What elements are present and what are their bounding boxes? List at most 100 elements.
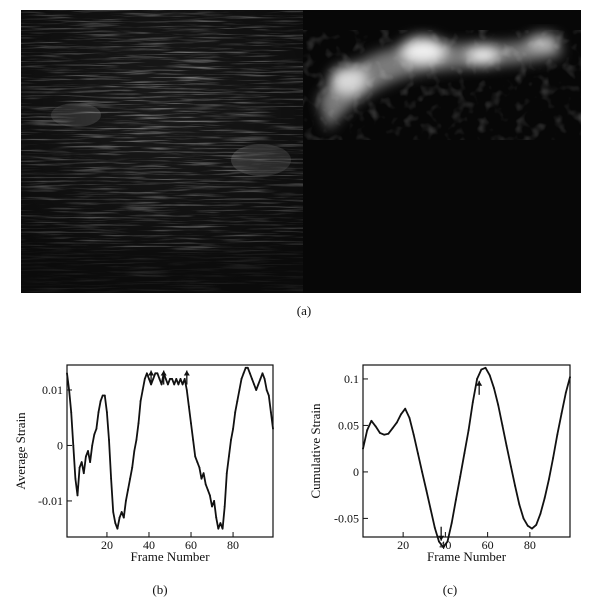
data-point [225,472,228,475]
annotation-arrowhead [183,370,190,376]
data-point [179,377,182,380]
data-point [522,517,525,520]
data-point [114,522,117,525]
y-tick-label: 0 [57,438,63,452]
data-point [204,483,207,486]
data-point [227,455,230,458]
data-point [131,466,134,469]
plot-frame [362,364,571,538]
annotation-arrowhead [476,380,483,386]
data-point [560,412,563,415]
data-point [488,374,491,377]
x-axis-label: Frame Number [130,549,210,564]
data-point [129,477,131,480]
data-point [106,411,108,414]
y-tick-label: -0.05 [334,511,359,525]
y-axis-label: Cumulative Strain [308,403,323,498]
data-point [76,494,79,497]
data-point [127,488,129,491]
data-point [370,419,373,422]
data-point [238,389,241,391]
data-point [267,394,270,397]
data-point [255,389,258,391]
data-point [202,472,205,475]
data-point [188,405,190,408]
data-point [103,394,106,397]
data-point [251,377,253,380]
caption-b: (b) [152,582,168,597]
y-tick-label: 0 [353,465,359,479]
data-point [366,429,369,431]
data-point [120,511,123,513]
data-point [164,377,167,380]
data-point [139,400,142,402]
data-point [85,455,87,458]
data-point [93,433,96,436]
data-point [552,457,555,459]
data-point [240,377,243,380]
data-point [564,391,567,394]
data-point [190,422,192,425]
data-point [185,389,188,391]
data-point [215,516,218,519]
data-point [133,450,136,452]
data-point [68,389,71,391]
annotation-arrowhead [160,370,167,376]
data-point [110,477,113,480]
data-point [265,389,268,391]
data-point [476,378,478,380]
data-point [493,387,495,390]
data-point [196,461,199,463]
strain-image [303,10,581,293]
data-point [118,516,121,519]
data-point [505,444,508,447]
data-point [78,466,81,469]
data-point [154,372,157,375]
data-point [526,524,529,527]
data-point [70,411,73,414]
data-point [395,421,398,424]
data-point [518,503,521,506]
data-point [171,377,174,380]
data-point [259,377,262,380]
data-point [97,411,100,414]
data-point [175,377,178,380]
data-point [556,433,559,436]
data-point [246,366,249,369]
y-tick-label: 0.05 [338,418,359,432]
data-point [459,475,462,478]
data-point [192,439,195,441]
data-point [484,366,487,369]
data-point [438,540,440,543]
data-point [82,472,85,475]
data-point [99,400,102,402]
data-point [408,417,411,419]
annotation-arrowhead [438,535,445,541]
data-point [122,516,125,519]
data-point [160,383,163,386]
data-point [535,524,538,526]
data-point [89,461,92,463]
strain-series-line [362,366,571,549]
data-point [173,383,176,386]
data-point [378,431,381,434]
data-point [183,377,186,380]
data-point [74,477,77,480]
data-point [455,498,457,501]
data-point [101,394,104,397]
chart-b: 20 40 60 80 0.01 0 -0.01 Frame Number Average St… [13,364,274,564]
data-point [362,447,364,450]
data-point [261,372,264,375]
caption-a: (a) [296,303,312,318]
data-point [391,427,394,430]
data-point [543,497,546,499]
data-point [198,466,201,469]
data-point [569,376,571,378]
data-point [95,427,98,430]
x-tick-label: 80 [524,538,536,552]
data-point [236,400,239,402]
data-point [467,429,470,431]
data-point [387,432,390,435]
data-point [446,540,449,543]
